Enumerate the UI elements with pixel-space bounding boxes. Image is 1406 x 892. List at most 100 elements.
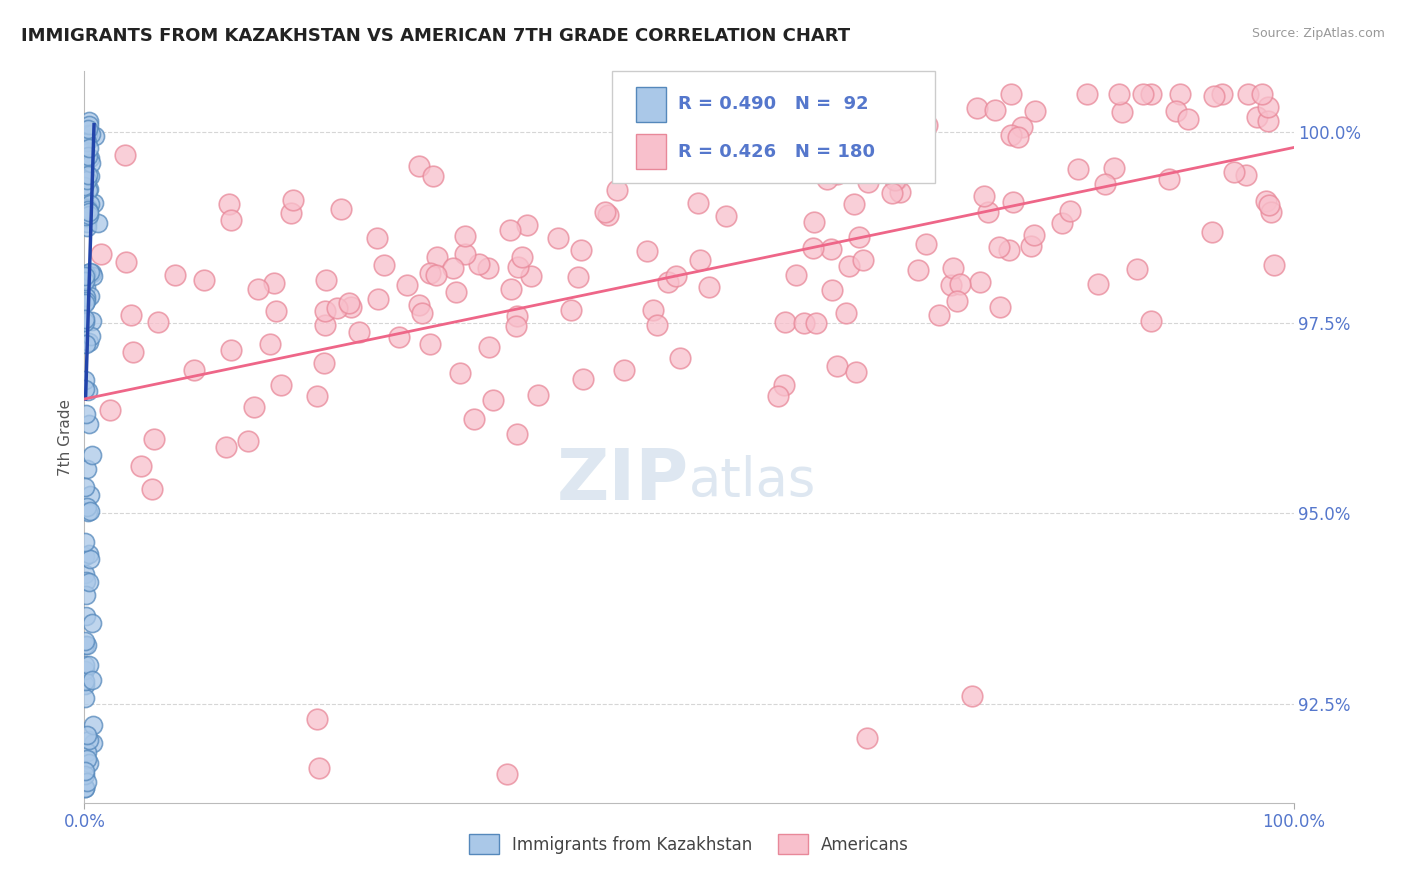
Point <box>77 127 100 141</box>
Point <box>419 337 441 351</box>
Point <box>477 260 499 275</box>
Point <box>845 365 868 379</box>
Point <box>1094 177 1116 191</box>
Point <box>527 388 550 402</box>
Point <box>560 303 582 318</box>
Point <box>496 766 519 780</box>
Point <box>75 267 97 281</box>
Point <box>79 488 101 502</box>
Point <box>339 300 361 314</box>
Point <box>768 389 790 403</box>
Point <box>305 389 328 403</box>
Point <box>1246 111 1268 125</box>
Point <box>1000 87 1022 102</box>
Point <box>766 153 789 168</box>
Point <box>631 103 654 118</box>
Point <box>165 268 187 282</box>
Point <box>643 303 665 318</box>
Text: R = 0.490   N =  92: R = 0.490 N = 92 <box>678 95 869 113</box>
Point <box>1257 114 1279 128</box>
Point <box>77 118 100 132</box>
Point <box>80 615 103 630</box>
Point <box>454 229 477 244</box>
Point <box>478 340 501 354</box>
Point <box>848 229 870 244</box>
Point <box>411 306 433 320</box>
Point <box>87 216 110 230</box>
Point <box>312 356 335 370</box>
Point <box>76 745 98 759</box>
Point <box>77 756 100 770</box>
Point <box>315 273 337 287</box>
Point <box>77 148 100 162</box>
Point <box>280 206 302 220</box>
Point <box>820 242 842 256</box>
Point <box>75 294 97 309</box>
Point <box>419 266 441 280</box>
Point <box>73 633 96 648</box>
Point <box>1263 259 1285 273</box>
Point <box>915 237 938 252</box>
Point <box>449 366 471 380</box>
Point <box>76 462 98 476</box>
Point <box>883 173 905 187</box>
Point <box>1067 161 1090 176</box>
Point <box>669 351 692 365</box>
Point <box>73 678 96 692</box>
Point <box>785 268 807 283</box>
Point <box>326 301 349 316</box>
Point <box>512 250 534 264</box>
Point <box>988 300 1011 314</box>
Point <box>714 209 737 223</box>
Point <box>79 417 101 431</box>
Point <box>966 101 988 115</box>
Point <box>270 377 292 392</box>
Point <box>82 448 104 462</box>
Point <box>79 169 101 183</box>
Point <box>547 231 569 245</box>
Point <box>73 311 96 326</box>
Point <box>1024 103 1046 118</box>
Point <box>73 373 96 387</box>
Point <box>314 304 336 318</box>
Point <box>75 638 97 652</box>
Point <box>441 261 464 276</box>
Point <box>1257 100 1279 114</box>
Point <box>75 274 97 288</box>
Point <box>949 277 972 291</box>
Point <box>1087 277 1109 291</box>
Point <box>645 318 668 332</box>
Point <box>596 208 619 222</box>
Point <box>264 304 287 318</box>
Point <box>73 781 96 796</box>
Point <box>82 268 104 283</box>
Point <box>76 505 98 519</box>
Point <box>75 673 97 688</box>
Point <box>855 731 877 745</box>
Point <box>75 691 97 706</box>
Point <box>1223 165 1246 179</box>
Point <box>75 267 97 281</box>
Point <box>842 197 865 211</box>
Point <box>73 382 96 396</box>
Point <box>1104 161 1126 176</box>
Point <box>76 408 98 422</box>
Point <box>73 480 96 494</box>
Point <box>960 689 983 703</box>
Point <box>305 712 328 726</box>
Point <box>75 150 97 164</box>
Point <box>79 552 101 566</box>
Point <box>76 135 98 149</box>
Point <box>76 774 98 789</box>
Point <box>1111 105 1133 120</box>
Point <box>120 308 142 322</box>
Point <box>80 266 103 280</box>
Point <box>606 183 628 197</box>
Point <box>77 141 100 155</box>
Point <box>337 296 360 310</box>
Point <box>349 325 371 339</box>
Point <box>1260 205 1282 219</box>
Point <box>915 118 938 132</box>
Point <box>825 359 848 373</box>
Point <box>506 426 529 441</box>
